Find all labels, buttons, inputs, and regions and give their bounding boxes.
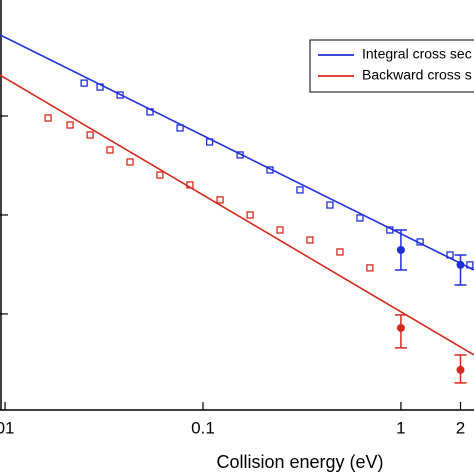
data-point <box>356 214 364 222</box>
x-tick-label: 2 <box>456 418 465 437</box>
data-point <box>205 138 214 146</box>
data-point <box>306 236 314 244</box>
legend-box <box>309 39 474 93</box>
data-point <box>106 146 114 154</box>
data-point <box>336 248 344 256</box>
data-point <box>466 261 474 269</box>
data-point <box>146 108 154 116</box>
data-point <box>396 323 405 332</box>
x-tick-label: 01 <box>0 418 15 437</box>
data-point <box>446 251 454 259</box>
x-tick-label: 1 <box>396 418 405 437</box>
data-point <box>216 196 224 204</box>
data-point <box>456 260 465 269</box>
data-point <box>266 166 274 174</box>
x-tick-label: 0.1 <box>191 418 215 437</box>
data-point <box>44 114 52 122</box>
data-point <box>276 226 284 234</box>
data-point <box>186 181 194 189</box>
data-point <box>416 238 424 246</box>
legend-label: Backward cross s <box>362 67 472 83</box>
data-point <box>236 151 244 159</box>
data-point <box>66 121 74 129</box>
data-point <box>386 226 394 234</box>
data-point <box>176 124 184 132</box>
data-point <box>80 79 88 87</box>
x-axis-label: Collision energy (eV) <box>216 452 383 472</box>
data-point <box>296 186 304 194</box>
data-point <box>326 201 334 209</box>
data-point <box>156 171 164 179</box>
data-point <box>126 158 134 166</box>
data-point <box>96 83 104 91</box>
legend-label: Integral cross sec <box>362 46 472 62</box>
data-point <box>116 91 124 99</box>
data-point <box>246 211 254 219</box>
data-point <box>366 264 374 272</box>
data-point <box>86 131 94 139</box>
data-point <box>456 365 465 374</box>
fit-line <box>0 74 474 356</box>
data-point <box>396 245 405 254</box>
